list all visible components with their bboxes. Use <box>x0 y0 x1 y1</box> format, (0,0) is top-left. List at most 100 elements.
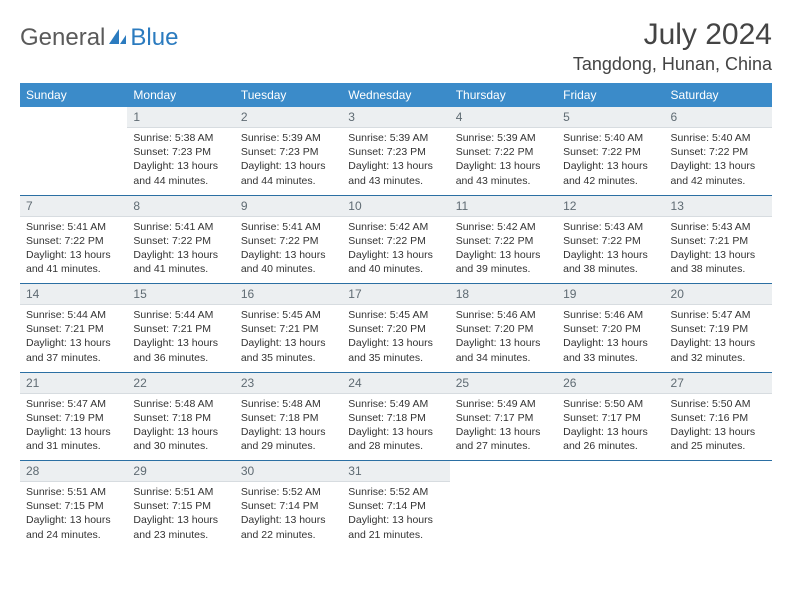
calendar-day-cell: 6Sunrise: 5:40 AMSunset: 7:22 PMDaylight… <box>665 107 772 195</box>
daylight-line: Daylight: 13 hours and 28 minutes. <box>348 425 443 453</box>
sunrise-line: Sunrise: 5:43 AM <box>671 220 766 234</box>
day-details: Sunrise: 5:50 AMSunset: 7:17 PMDaylight:… <box>557 394 664 460</box>
daylight-line: Daylight: 13 hours and 35 minutes. <box>348 336 443 364</box>
day-details: Sunrise: 5:44 AMSunset: 7:21 PMDaylight:… <box>127 305 234 371</box>
daylight-line: Daylight: 13 hours and 42 minutes. <box>563 159 658 187</box>
day-number-bar: 29 <box>127 461 234 482</box>
calendar-day-cell: 30Sunrise: 5:52 AMSunset: 7:14 PMDayligh… <box>235 461 342 549</box>
calendar-week-row: 14Sunrise: 5:44 AMSunset: 7:21 PMDayligh… <box>20 284 772 372</box>
day-number-bar: 27 <box>665 373 772 394</box>
daylight-line: Daylight: 13 hours and 33 minutes. <box>563 336 658 364</box>
calendar-day-cell: 22Sunrise: 5:48 AMSunset: 7:18 PMDayligh… <box>127 373 234 461</box>
day-details: Sunrise: 5:46 AMSunset: 7:20 PMDaylight:… <box>557 305 664 371</box>
sunset-line: Sunset: 7:17 PM <box>456 411 551 425</box>
daylight-line: Daylight: 13 hours and 24 minutes. <box>26 513 121 541</box>
sunset-line: Sunset: 7:21 PM <box>671 234 766 248</box>
sunrise-line: Sunrise: 5:39 AM <box>456 131 551 145</box>
sunset-line: Sunset: 7:20 PM <box>348 322 443 336</box>
day-number-bar: 23 <box>235 373 342 394</box>
daylight-line: Daylight: 13 hours and 26 minutes. <box>563 425 658 453</box>
calendar-week-row: 21Sunrise: 5:47 AMSunset: 7:19 PMDayligh… <box>20 373 772 461</box>
day-details: Sunrise: 5:42 AMSunset: 7:22 PMDaylight:… <box>450 217 557 283</box>
calendar-day-cell: 23Sunrise: 5:48 AMSunset: 7:18 PMDayligh… <box>235 373 342 461</box>
sunset-line: Sunset: 7:14 PM <box>241 499 336 513</box>
calendar-day-cell: 19Sunrise: 5:46 AMSunset: 7:20 PMDayligh… <box>557 284 664 372</box>
daylight-line: Daylight: 13 hours and 44 minutes. <box>133 159 228 187</box>
day-number-bar: 6 <box>665 107 772 128</box>
sunset-line: Sunset: 7:18 PM <box>133 411 228 425</box>
sunset-line: Sunset: 7:23 PM <box>348 145 443 159</box>
day-details: Sunrise: 5:42 AMSunset: 7:22 PMDaylight:… <box>342 217 449 283</box>
sunset-line: Sunset: 7:22 PM <box>456 234 551 248</box>
location-subtitle: Tangdong, Hunan, China <box>573 54 772 75</box>
day-details: Sunrise: 5:38 AMSunset: 7:23 PMDaylight:… <box>127 128 234 194</box>
daylight-line: Daylight: 13 hours and 25 minutes. <box>671 425 766 453</box>
day-number-bar: 16 <box>235 284 342 305</box>
sunset-line: Sunset: 7:16 PM <box>671 411 766 425</box>
calendar-day-cell: 15Sunrise: 5:44 AMSunset: 7:21 PMDayligh… <box>127 284 234 372</box>
calendar-day-cell <box>20 107 127 195</box>
sunset-line: Sunset: 7:22 PM <box>133 234 228 248</box>
day-details: Sunrise: 5:49 AMSunset: 7:17 PMDaylight:… <box>450 394 557 460</box>
daylight-line: Daylight: 13 hours and 23 minutes. <box>133 513 228 541</box>
sunrise-line: Sunrise: 5:51 AM <box>133 485 228 499</box>
day-details: Sunrise: 5:40 AMSunset: 7:22 PMDaylight:… <box>665 128 772 194</box>
day-details: Sunrise: 5:39 AMSunset: 7:23 PMDaylight:… <box>342 128 449 194</box>
calendar-day-cell: 27Sunrise: 5:50 AMSunset: 7:16 PMDayligh… <box>665 373 772 461</box>
sunset-line: Sunset: 7:19 PM <box>26 411 121 425</box>
daylight-line: Daylight: 13 hours and 43 minutes. <box>348 159 443 187</box>
weekday-header: Sunday <box>20 83 127 107</box>
sunset-line: Sunset: 7:22 PM <box>563 234 658 248</box>
sunset-line: Sunset: 7:22 PM <box>563 145 658 159</box>
daylight-line: Daylight: 13 hours and 41 minutes. <box>133 248 228 276</box>
day-number-bar <box>20 107 127 113</box>
daylight-line: Daylight: 13 hours and 36 minutes. <box>133 336 228 364</box>
calendar-day-cell: 25Sunrise: 5:49 AMSunset: 7:17 PMDayligh… <box>450 373 557 461</box>
sunset-line: Sunset: 7:23 PM <box>241 145 336 159</box>
day-details: Sunrise: 5:39 AMSunset: 7:23 PMDaylight:… <box>235 128 342 194</box>
day-details: Sunrise: 5:40 AMSunset: 7:22 PMDaylight:… <box>557 128 664 194</box>
day-details: Sunrise: 5:45 AMSunset: 7:20 PMDaylight:… <box>342 305 449 371</box>
sunrise-line: Sunrise: 5:52 AM <box>348 485 443 499</box>
sunrise-line: Sunrise: 5:40 AM <box>671 131 766 145</box>
day-details: Sunrise: 5:50 AMSunset: 7:16 PMDaylight:… <box>665 394 772 460</box>
month-title: July 2024 <box>573 18 772 52</box>
day-number-bar: 25 <box>450 373 557 394</box>
sunset-line: Sunset: 7:23 PM <box>133 145 228 159</box>
day-details: Sunrise: 5:43 AMSunset: 7:21 PMDaylight:… <box>665 217 772 283</box>
day-number-bar: 21 <box>20 373 127 394</box>
daylight-line: Daylight: 13 hours and 42 minutes. <box>671 159 766 187</box>
day-details: Sunrise: 5:44 AMSunset: 7:21 PMDaylight:… <box>20 305 127 371</box>
day-details: Sunrise: 5:52 AMSunset: 7:14 PMDaylight:… <box>342 482 449 548</box>
calendar-day-cell: 10Sunrise: 5:42 AMSunset: 7:22 PMDayligh… <box>342 196 449 284</box>
sunrise-line: Sunrise: 5:50 AM <box>563 397 658 411</box>
day-number-bar <box>450 461 557 467</box>
sunrise-line: Sunrise: 5:42 AM <box>348 220 443 234</box>
day-number-bar: 18 <box>450 284 557 305</box>
sunset-line: Sunset: 7:22 PM <box>348 234 443 248</box>
daylight-line: Daylight: 13 hours and 44 minutes. <box>241 159 336 187</box>
day-number-bar: 12 <box>557 196 664 217</box>
day-details: Sunrise: 5:39 AMSunset: 7:22 PMDaylight:… <box>450 128 557 194</box>
calendar-day-cell: 2Sunrise: 5:39 AMSunset: 7:23 PMDaylight… <box>235 107 342 195</box>
header: General Blue July 2024 Tangdong, Hunan, … <box>20 18 772 75</box>
calendar-day-cell: 24Sunrise: 5:49 AMSunset: 7:18 PMDayligh… <box>342 373 449 461</box>
day-number-bar: 28 <box>20 461 127 482</box>
day-number-bar: 11 <box>450 196 557 217</box>
weekday-header: Saturday <box>665 83 772 107</box>
day-number-bar: 17 <box>342 284 449 305</box>
calendar-week-row: 7Sunrise: 5:41 AMSunset: 7:22 PMDaylight… <box>20 196 772 284</box>
day-details: Sunrise: 5:41 AMSunset: 7:22 PMDaylight:… <box>127 217 234 283</box>
calendar-day-cell: 1Sunrise: 5:38 AMSunset: 7:23 PMDaylight… <box>127 107 234 195</box>
day-number-bar <box>665 461 772 467</box>
day-details: Sunrise: 5:48 AMSunset: 7:18 PMDaylight:… <box>127 394 234 460</box>
sunrise-line: Sunrise: 5:41 AM <box>241 220 336 234</box>
calendar-day-cell <box>665 461 772 549</box>
sunrise-line: Sunrise: 5:40 AM <box>563 131 658 145</box>
sunset-line: Sunset: 7:22 PM <box>241 234 336 248</box>
day-number-bar: 9 <box>235 196 342 217</box>
day-details: Sunrise: 5:51 AMSunset: 7:15 PMDaylight:… <box>127 482 234 548</box>
day-number-bar: 20 <box>665 284 772 305</box>
calendar-day-cell: 7Sunrise: 5:41 AMSunset: 7:22 PMDaylight… <box>20 196 127 284</box>
calendar-day-cell: 17Sunrise: 5:45 AMSunset: 7:20 PMDayligh… <box>342 284 449 372</box>
